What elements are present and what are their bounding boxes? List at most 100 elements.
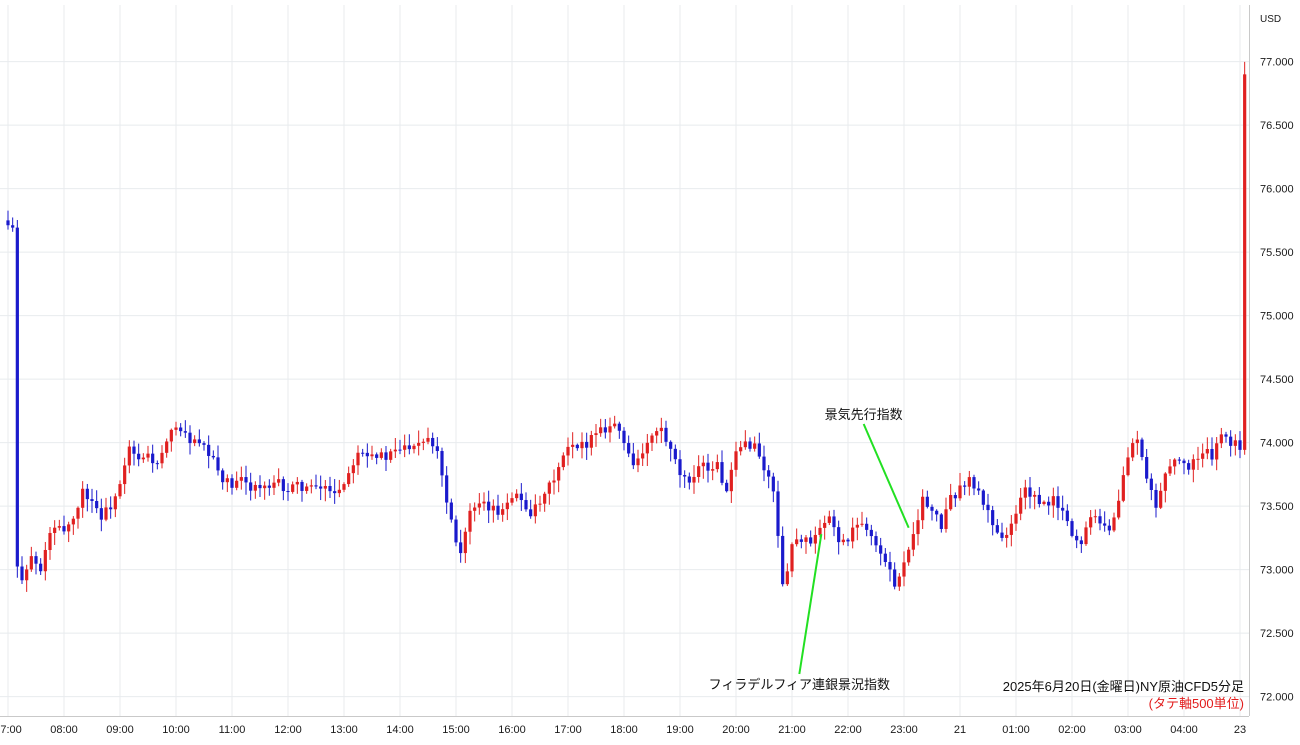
candle-body	[1140, 439, 1144, 458]
candle	[1028, 476, 1032, 509]
candle	[81, 481, 85, 518]
candle	[594, 424, 598, 447]
candle	[1229, 430, 1233, 457]
time-tick-label: 23:00	[890, 724, 918, 736]
candle-body	[249, 482, 253, 491]
candle-body	[263, 485, 267, 489]
candle	[720, 450, 724, 486]
annotation-label: フィラデルフィア連銀景況指数	[709, 677, 890, 692]
candle-body	[393, 449, 397, 452]
candle-body	[757, 443, 761, 457]
candle	[818, 519, 822, 538]
time-tick-label: 09:00	[106, 724, 134, 736]
candle	[631, 442, 635, 470]
candle	[911, 522, 915, 557]
candle-body	[1005, 534, 1009, 538]
candle-body	[496, 505, 500, 515]
candle-body	[585, 441, 589, 448]
candle-body	[473, 507, 477, 511]
candle	[403, 434, 407, 458]
candle-body	[34, 556, 38, 564]
candle-body	[1084, 527, 1088, 545]
candle	[1037, 487, 1041, 508]
candle-body	[379, 452, 383, 458]
candle-body	[235, 480, 239, 488]
time-axis[interactable]: 07:00 08:00 09:00 10:00 11:00 12:00 13:00 14:00…	[0, 724, 1246, 736]
candle	[823, 515, 827, 540]
candle	[440, 447, 444, 487]
candle-body	[776, 491, 780, 536]
candle	[832, 509, 836, 537]
candle-body	[435, 446, 439, 452]
candle	[454, 515, 458, 547]
candle	[1219, 427, 1223, 449]
candle-body	[76, 507, 80, 519]
candle-body	[608, 426, 612, 433]
candle	[333, 479, 337, 504]
candle	[109, 496, 113, 519]
candle-body	[1070, 521, 1074, 536]
price-tick-label: 73.500	[1260, 501, 1294, 513]
candle-body	[659, 427, 663, 432]
candle	[846, 537, 850, 547]
currency-label: USD	[1260, 14, 1281, 25]
candle	[841, 533, 845, 546]
candle	[25, 564, 29, 592]
candle-body	[561, 455, 565, 468]
candle-body	[1065, 510, 1069, 522]
candle	[1224, 431, 1228, 443]
candle-body	[1089, 517, 1093, 528]
candle-body	[29, 556, 33, 570]
candle-body	[1098, 516, 1102, 524]
price-axis[interactable]: 72.000 72.500 73.000 73.500 74.000 74.500 75.0…	[1260, 57, 1294, 704]
candle-body	[491, 505, 495, 511]
candle	[393, 437, 397, 458]
candle	[95, 490, 99, 514]
candle	[603, 419, 607, 439]
candle	[375, 452, 379, 465]
candle-body	[123, 465, 127, 485]
candle-body	[230, 478, 234, 488]
candle	[57, 519, 61, 531]
candle-body	[1117, 500, 1121, 518]
candle-body	[1191, 459, 1195, 470]
candle-body	[454, 519, 458, 543]
candle-body	[1159, 490, 1163, 508]
candle	[543, 491, 547, 512]
gridlines	[0, 5, 1249, 716]
candle-body	[981, 490, 985, 505]
candle	[1154, 483, 1158, 518]
candle	[211, 450, 215, 460]
candle	[589, 430, 593, 456]
candle-body	[445, 475, 449, 503]
time-tick-label: 14:00	[386, 724, 414, 736]
candle	[1238, 431, 1242, 459]
candle	[851, 517, 855, 549]
candle	[725, 479, 729, 493]
candle-body	[211, 455, 215, 458]
candle	[748, 437, 752, 452]
candle-body	[319, 486, 323, 489]
candle-body	[1229, 436, 1233, 446]
candle	[608, 417, 612, 443]
candle-body	[361, 452, 365, 454]
candle-body	[785, 571, 789, 585]
candle-body	[267, 485, 271, 488]
candle	[225, 474, 229, 493]
time-tick-label: 22:00	[834, 724, 862, 736]
candle-body	[48, 532, 52, 550]
candle	[547, 480, 551, 505]
candle	[967, 470, 971, 496]
candle	[127, 440, 131, 474]
candle	[1000, 522, 1004, 542]
candle	[34, 551, 38, 575]
candle	[174, 421, 178, 436]
candle	[6, 210, 10, 230]
candle	[379, 448, 383, 460]
candle	[991, 505, 995, 536]
candle-body	[762, 456, 766, 471]
candle-body	[151, 453, 155, 464]
candle	[295, 477, 299, 494]
candle-body	[893, 569, 897, 587]
